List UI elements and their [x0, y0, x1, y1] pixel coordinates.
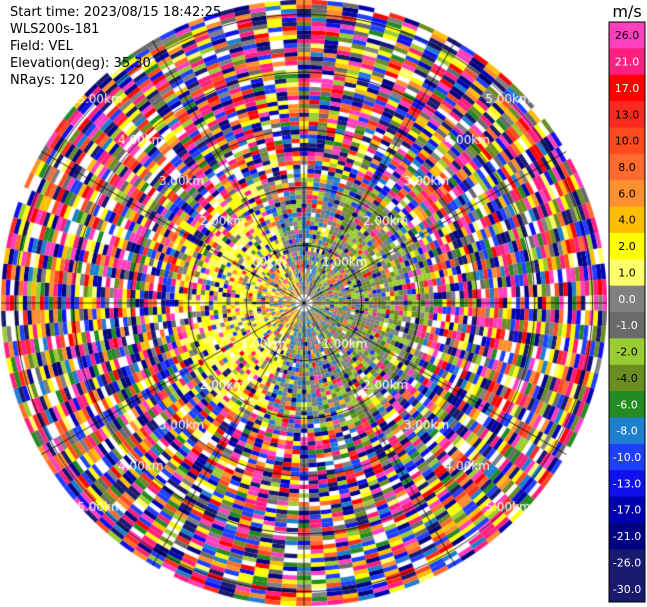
- colorbar-swatch: [609, 575, 645, 603]
- colorbar-swatch: [609, 364, 645, 392]
- colorbar-tick-label: 0.0: [618, 293, 636, 306]
- colorbar-tick-label: 13.0: [615, 108, 640, 121]
- colorbar-swatch: [609, 285, 645, 313]
- colorbar-tick-label: 21.0: [615, 56, 640, 69]
- colorbar-tick-label: 4.0: [618, 214, 636, 227]
- colorbar-swatch: [609, 496, 645, 524]
- colorbar-swatch: [609, 206, 645, 234]
- field-label: Field: VEL: [10, 39, 73, 54]
- velocity-colorbar: m/s 26.0 21.0 17.0 13.0 10.0 8.0 6.0 4.0 2.0 1.0 0.…: [608, 2, 646, 603]
- colorbar-tick-label: -2.0: [616, 346, 637, 359]
- colorbar-tick-label: 1.0: [618, 266, 636, 279]
- colorbar-tick-label: -4.0: [616, 372, 637, 385]
- instrument-label: WLS200s-181: [10, 22, 100, 37]
- colorbar-swatch: [609, 127, 645, 155]
- nrays-label: NRays: 120: [10, 73, 85, 88]
- colorbar-tick-label: -26.0: [613, 556, 641, 569]
- colorbar-swatch: [609, 101, 645, 128]
- colorbar-tick-label: -13.0: [613, 477, 641, 490]
- colorbar-tick-label: -8.0: [616, 425, 637, 438]
- colorbar-tick-label: 2.0: [618, 240, 636, 253]
- colorbar-tick-label: 8.0: [618, 161, 636, 174]
- colorbar-tick-label: -17.0: [613, 504, 641, 517]
- colorbar-tick-label: -21.0: [613, 530, 641, 543]
- colorbar-swatch: [609, 391, 645, 418]
- colorbar-title: m/s: [612, 2, 641, 21]
- colorbar-tick-label: -30.0: [613, 583, 641, 596]
- scan-info: Start time: 2023/08/15 18:42:25 WLS200s-…: [10, 4, 221, 89]
- colorbar-swatch: [609, 22, 645, 49]
- colorbar-tick-label: 17.0: [615, 82, 640, 95]
- colorbar-swatch: [609, 417, 645, 445]
- colorbar-swatch: [609, 522, 645, 550]
- colorbar-swatch: [609, 74, 645, 102]
- colorbar-border: [608, 21, 646, 603]
- colorbar-tick-label: -1.0: [616, 319, 637, 332]
- colorbar-swatch: [609, 153, 645, 181]
- colorbar-swatch: [609, 259, 645, 287]
- colorbar-swatch: [609, 180, 645, 208]
- start-time-label: Start time: 2023/08/15 18:42:25: [10, 5, 222, 20]
- colorbar-tick-label: 10.0: [615, 135, 640, 148]
- elevation-label: Elevation(deg): 35.30: [10, 56, 151, 71]
- colorbar-swatch: [609, 312, 645, 339]
- ppi-radar-plot: [0, 0, 607, 607]
- colorbar-swatch: [609, 338, 645, 366]
- colorbar-tick-label: 6.0: [618, 187, 636, 200]
- colorbar-swatch: [609, 549, 645, 577]
- colorbar-tick-label: 26.0: [615, 29, 640, 42]
- colorbar-tick-label: -10.0: [613, 451, 641, 464]
- colorbar-tick-label: -6.0: [616, 398, 637, 411]
- colorbar-swatch: [609, 48, 645, 76]
- colorbar-swatch: [609, 470, 645, 498]
- colorbar-swatch: [609, 232, 645, 260]
- colorbar-swatch: [609, 443, 645, 471]
